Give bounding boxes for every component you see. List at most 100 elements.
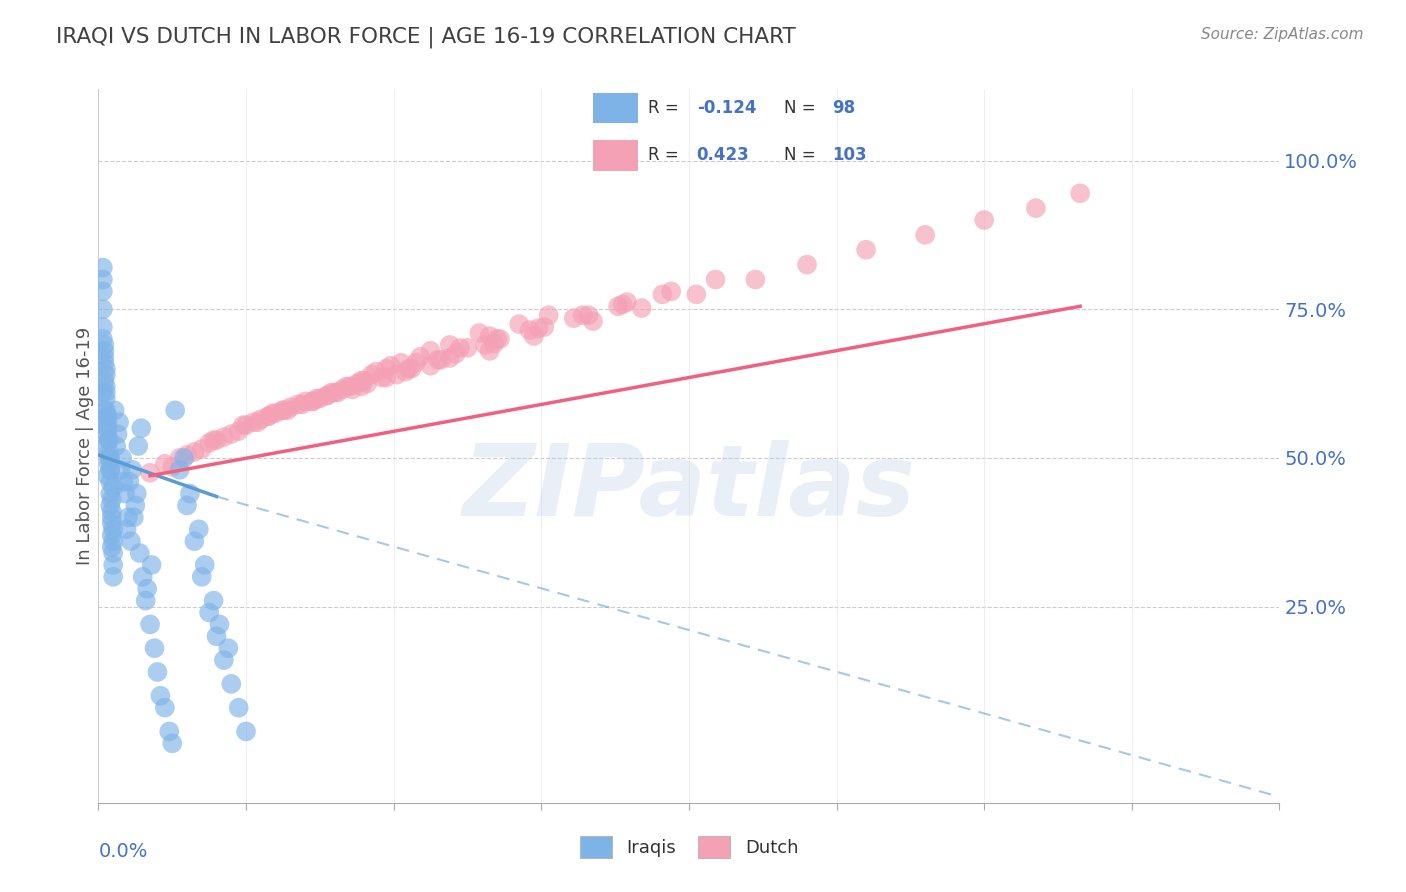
Point	[401, 361, 423, 376]
Point	[98, 463, 121, 477]
Point	[121, 463, 143, 477]
Point	[350, 374, 373, 388]
Point	[139, 466, 162, 480]
Point	[685, 287, 707, 301]
Point	[360, 368, 382, 382]
Point	[108, 415, 131, 429]
Legend: Iraqis, Dutch: Iraqis, Dutch	[579, 836, 799, 858]
Point	[111, 450, 134, 465]
Point	[100, 540, 122, 554]
Point	[607, 299, 630, 313]
Point	[194, 558, 217, 572]
Point	[149, 689, 172, 703]
Point	[527, 321, 550, 335]
Point	[94, 379, 117, 393]
Point	[419, 343, 441, 358]
Point	[96, 427, 118, 442]
Point	[91, 332, 114, 346]
Point	[228, 424, 250, 438]
Point	[257, 409, 280, 424]
Text: N =: N =	[785, 99, 821, 117]
Point	[120, 534, 142, 549]
Point	[394, 365, 416, 379]
Point	[146, 665, 169, 679]
Point	[94, 392, 117, 406]
Point	[973, 213, 995, 227]
Point	[96, 409, 118, 424]
Point	[375, 361, 398, 376]
Point	[316, 388, 339, 402]
Point	[98, 486, 121, 500]
Point	[93, 343, 115, 358]
Text: R =: R =	[648, 99, 685, 117]
Point	[385, 368, 408, 382]
Point	[98, 475, 121, 489]
Bar	[593, 93, 638, 123]
Point	[271, 403, 294, 417]
Point	[427, 352, 450, 367]
Text: 98: 98	[832, 99, 856, 117]
Text: N =: N =	[785, 146, 821, 164]
Point	[232, 418, 254, 433]
Point	[309, 392, 332, 406]
Point	[117, 510, 139, 524]
Point	[112, 475, 135, 489]
Point	[533, 320, 555, 334]
Point	[301, 394, 323, 409]
Point	[375, 370, 398, 384]
Point	[100, 510, 122, 524]
Point	[198, 606, 221, 620]
Point	[191, 570, 214, 584]
Point	[291, 397, 314, 411]
Point	[389, 356, 412, 370]
Point	[419, 359, 441, 373]
Point	[562, 311, 585, 326]
Point	[139, 617, 162, 632]
Point	[301, 394, 323, 409]
Point	[264, 406, 287, 420]
Point	[153, 457, 176, 471]
Point	[444, 347, 467, 361]
Point	[478, 343, 501, 358]
Point	[153, 700, 176, 714]
Point	[356, 376, 378, 391]
Point	[141, 558, 163, 572]
Point	[143, 641, 166, 656]
Point	[616, 295, 638, 310]
Point	[353, 374, 375, 388]
Point	[346, 376, 368, 391]
Point	[796, 258, 818, 272]
Point	[342, 383, 364, 397]
Text: R =: R =	[648, 146, 685, 164]
Point	[380, 359, 402, 373]
Point	[205, 433, 228, 447]
Point	[93, 403, 115, 417]
Point	[914, 227, 936, 242]
Point	[93, 338, 115, 352]
Point	[212, 653, 235, 667]
Point	[165, 403, 187, 417]
Point	[94, 403, 117, 417]
Point	[115, 522, 138, 536]
Point	[439, 338, 461, 352]
Point	[1069, 186, 1091, 201]
Point	[104, 403, 127, 417]
Point	[124, 499, 146, 513]
Point	[114, 486, 136, 500]
Point	[364, 365, 387, 379]
Point	[103, 534, 125, 549]
Point	[208, 617, 231, 632]
Point	[162, 736, 183, 750]
Point	[305, 392, 328, 406]
Point	[478, 329, 501, 343]
Point	[468, 326, 491, 340]
Point	[103, 558, 125, 572]
Point	[537, 308, 560, 322]
Point	[94, 439, 117, 453]
Point	[183, 445, 205, 459]
Point	[350, 379, 373, 393]
Text: 103: 103	[832, 146, 868, 164]
Point	[94, 361, 117, 376]
Point	[91, 272, 114, 286]
Point	[582, 314, 605, 328]
